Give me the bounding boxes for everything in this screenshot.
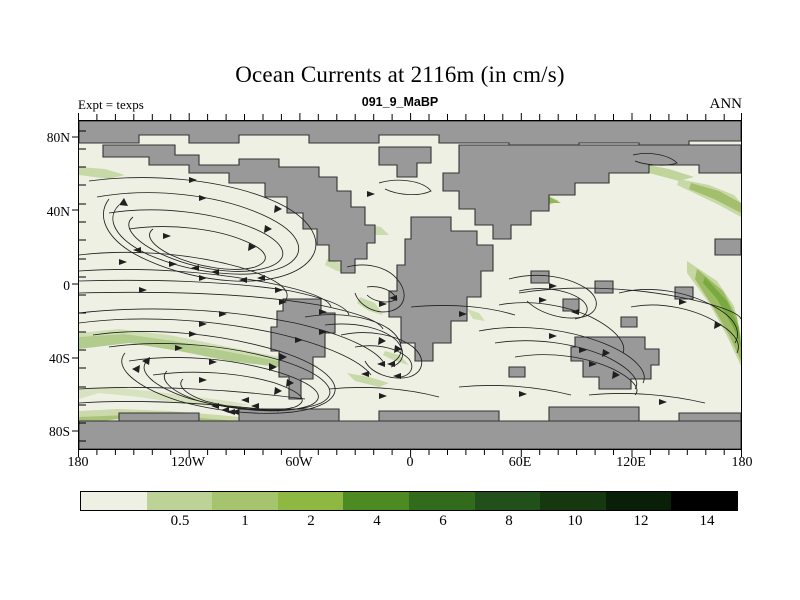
map-plot-area xyxy=(78,120,742,450)
colorbar-tick-0: 0.5 xyxy=(170,513,190,529)
chart-subtitle: 091_9_MaBP xyxy=(361,95,439,109)
colorbar-cell-4 xyxy=(343,492,409,510)
colorbar-tick-4: 6 xyxy=(439,513,447,529)
xtick-label-60e: 60E xyxy=(508,455,532,470)
colorbar-cell-9 xyxy=(671,492,737,510)
map-svg xyxy=(79,121,741,449)
colorbar-cell-6 xyxy=(474,492,541,510)
colorbar-tick-8: 14 xyxy=(699,513,715,529)
colorbar-tick-7: 12 xyxy=(633,513,649,529)
colorbar[interactable] xyxy=(80,491,738,511)
colorbar-tick-1: 1 xyxy=(241,513,249,529)
colorbar-cell-1 xyxy=(146,492,213,510)
xtick-label-180w: 180 xyxy=(67,455,89,470)
streamline-arrow-layer xyxy=(119,177,722,415)
xtick-label-60w: 60W xyxy=(285,455,313,470)
ytick-label-40n: 40N xyxy=(46,204,70,219)
xtick-label-120w: 120W xyxy=(170,455,206,470)
axis-tick-marks xyxy=(79,130,86,442)
colorbar-cell-7 xyxy=(540,492,606,510)
colorbar-cell-2 xyxy=(212,492,278,510)
colorbar-cell-5 xyxy=(408,492,475,510)
ytick-label-40s: 40S xyxy=(48,351,70,366)
experiment-label: Expt = texps xyxy=(78,97,144,112)
season-label: ANN xyxy=(709,96,743,112)
land-mask-layer xyxy=(79,121,741,449)
bottom-axis-ticks xyxy=(78,450,742,457)
top-axis-ticks xyxy=(78,113,742,120)
colorbar-cell-3 xyxy=(277,492,344,510)
left-axis-major-ticks xyxy=(72,136,79,432)
colorbar-tick-5: 8 xyxy=(505,513,513,529)
colorbar-tick-6: 10 xyxy=(567,513,583,529)
colorbar-cell-0 xyxy=(81,492,147,510)
ytick-label-0: 0 xyxy=(63,278,70,293)
xtick-label-120e: 120E xyxy=(616,455,646,470)
ytick-label-80s: 80S xyxy=(48,424,70,439)
page-title: Ocean Currents at 2116m (in cm/s) xyxy=(235,62,565,87)
colorbar-tick-2: 2 xyxy=(307,513,315,529)
ytick-label-80n: 80N xyxy=(46,130,70,145)
xtick-label-180e: 180 xyxy=(731,455,753,470)
xtick-label-0: 0 xyxy=(406,455,414,470)
colorbar-tick-3: 4 xyxy=(373,513,381,529)
colorbar-cell-8 xyxy=(605,492,672,510)
